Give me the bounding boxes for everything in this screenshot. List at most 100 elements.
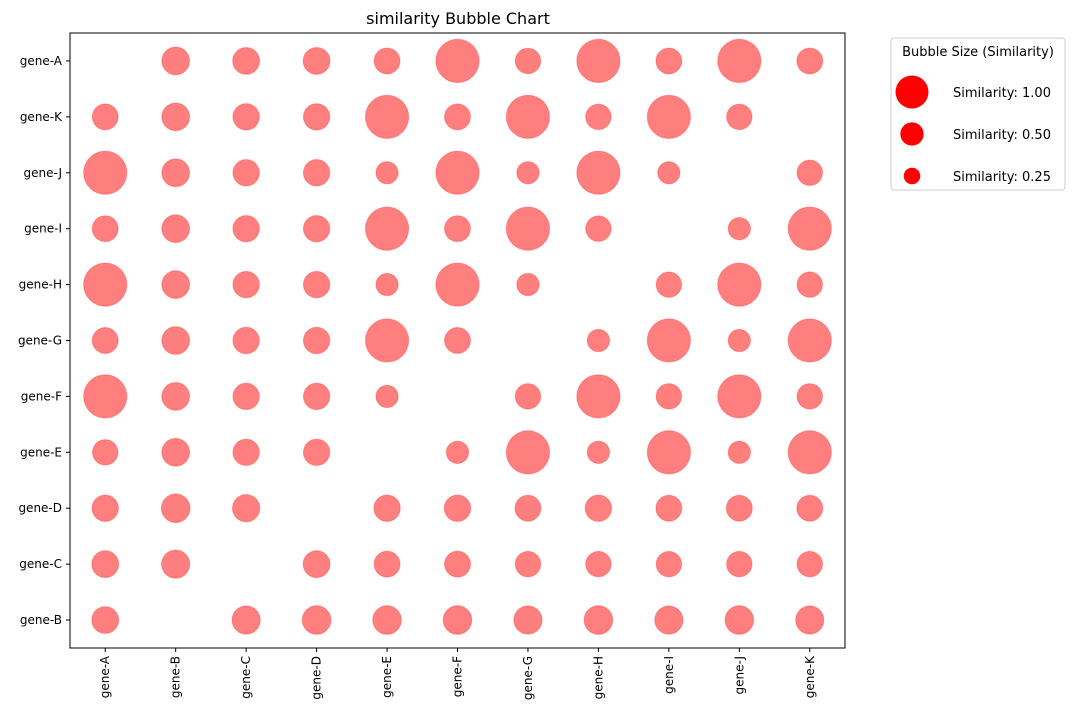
bubble-gene-B-gene-F xyxy=(161,381,191,411)
bubble-gene-I-gene-E xyxy=(646,430,692,475)
legend-frame xyxy=(890,37,1066,191)
bubble-gene-J-gene-E xyxy=(727,440,751,464)
bubble-gene-D-gene-K xyxy=(302,103,331,131)
bubble-gene-E-gene-G xyxy=(364,318,410,363)
bubble-gene-C-gene-G xyxy=(232,326,260,355)
bubble-gene-G-gene-D xyxy=(514,494,542,522)
bubble-gene-E-gene-B xyxy=(372,605,402,635)
bubble-gene-B-gene-E xyxy=(161,437,191,467)
bubble-gene-K-gene-J xyxy=(796,159,824,187)
y-tick-label: gene-E xyxy=(20,445,62,459)
bubble-gene-H-gene-B xyxy=(583,605,614,635)
legend-label: Similarity: 0.50 xyxy=(953,128,1051,143)
bubble-gene-D-gene-E xyxy=(302,438,331,467)
x-tick-label: gene-A xyxy=(98,655,112,698)
bubble-gene-G-gene-F xyxy=(514,383,542,410)
x-axis: gene-A gene-B gene-C gene-D gene-E gene-F gene… xyxy=(98,648,817,700)
y-tick-label: gene-G xyxy=(18,334,62,348)
bubble-gene-B-gene-G xyxy=(161,326,191,355)
legend-entries: Similarity: 1.00 Similarity: 0.50 Similari… xyxy=(895,75,1051,185)
bubble-gene-I-gene-B xyxy=(654,605,684,635)
bubble-gene-C-gene-D xyxy=(231,494,261,523)
bubble-gene-H-gene-J xyxy=(576,150,621,195)
bubble-gene-A-gene-C xyxy=(91,550,120,579)
bubble-gene-A-gene-H xyxy=(83,262,128,307)
bubble-gene-K-gene-I xyxy=(787,206,832,251)
bubble-gene-B-gene-J xyxy=(161,158,191,188)
legend-label: Similarity: 1.00 xyxy=(953,86,1051,101)
bubble-gene-C-gene-E xyxy=(232,438,260,467)
bubble-gene-H-gene-K xyxy=(585,103,612,131)
bubble-gene-F-gene-I xyxy=(444,215,471,243)
x-tick-label: gene-I xyxy=(662,656,676,694)
bubble-gene-J-gene-H xyxy=(717,262,762,307)
bubble-gene-B-gene-D xyxy=(160,493,191,524)
x-tick-label: gene-E xyxy=(380,656,394,698)
bubble-gene-D-gene-C xyxy=(302,550,331,579)
bubble-gene-D-gene-J xyxy=(302,159,331,187)
bubble-gene-F-gene-H xyxy=(435,262,480,307)
bubble-gene-K-gene-D xyxy=(796,494,824,522)
bubble-gene-C-gene-A xyxy=(232,46,261,75)
y-tick-label: gene-J xyxy=(23,166,62,180)
bubble-gene-B-gene-C xyxy=(161,549,191,579)
bubble-gene-D-gene-G xyxy=(302,326,331,355)
bubble-gene-J-gene-A xyxy=(717,38,762,84)
bubble-gene-G-gene-C xyxy=(514,550,542,578)
bubble-gene-B-gene-H xyxy=(161,270,191,300)
bubble-gene-I-gene-K xyxy=(646,94,692,140)
x-tick-label: gene-H xyxy=(591,656,605,699)
x-tick-label: gene-F xyxy=(451,656,465,697)
bubble-gene-E-gene-D xyxy=(373,494,401,522)
bubble-gene-K-gene-H xyxy=(796,271,824,298)
legend-marker xyxy=(895,75,929,109)
bubble-gene-A-gene-J xyxy=(83,150,128,195)
y-tick-label: gene-A xyxy=(20,54,63,68)
legend-title: Bubble Size (Similarity) xyxy=(902,45,1054,60)
bubble-layer xyxy=(83,38,832,635)
bubble-gene-E-gene-A xyxy=(373,47,401,75)
y-tick-label: gene-H xyxy=(19,278,62,292)
bubble-gene-A-gene-E xyxy=(91,439,119,466)
bubble-gene-C-gene-H xyxy=(232,270,260,299)
bubble-gene-I-gene-D xyxy=(655,494,683,522)
bubble-gene-K-gene-G xyxy=(787,318,832,363)
bubble-gene-F-gene-J xyxy=(435,150,480,195)
bubble-gene-D-gene-B xyxy=(301,605,332,635)
bubble-gene-I-gene-F xyxy=(655,383,683,410)
bubble-gene-G-gene-K xyxy=(505,94,551,140)
bubble-gene-A-gene-K xyxy=(91,103,119,131)
bubble-gene-A-gene-F xyxy=(83,374,128,419)
bubble-gene-C-gene-J xyxy=(232,159,260,187)
bubble-gene-K-gene-B xyxy=(795,605,825,635)
chart-title: similarity Bubble Chart xyxy=(366,9,550,28)
bubble-gene-H-gene-E xyxy=(586,440,611,464)
bubble-gene-J-gene-F xyxy=(717,374,762,419)
bubble-gene-G-gene-I xyxy=(505,206,551,251)
bubble-gene-F-gene-G xyxy=(444,327,471,354)
bubble-gene-G-gene-E xyxy=(505,430,551,475)
bubble-gene-C-gene-B xyxy=(231,605,261,635)
bubble-gene-D-gene-I xyxy=(302,214,331,243)
bubble-gene-I-gene-A xyxy=(655,47,683,75)
bubble-gene-I-gene-H xyxy=(655,271,683,298)
bubble-gene-K-gene-A xyxy=(796,47,824,75)
bubble-gene-F-gene-C xyxy=(444,550,471,578)
bubble-gene-K-gene-C xyxy=(796,550,824,578)
bubble-gene-E-gene-F xyxy=(375,384,399,409)
bubble-gene-G-gene-J xyxy=(516,161,540,185)
legend-marker xyxy=(900,122,924,146)
bubble-gene-E-gene-C xyxy=(373,550,401,578)
y-tick-label: gene-C xyxy=(19,557,62,571)
legend: Bubble Size (Similarity) Similarity: 1.0… xyxy=(890,37,1066,191)
bubble-gene-F-gene-K xyxy=(444,103,471,131)
bubble-gene-G-gene-H xyxy=(516,272,540,297)
bubble-gene-K-gene-F xyxy=(796,383,824,410)
x-tick-label: gene-G xyxy=(521,656,535,700)
bubble-gene-J-gene-I xyxy=(727,217,751,241)
bubble-gene-D-gene-H xyxy=(302,270,331,299)
bubble-gene-E-gene-H xyxy=(375,272,399,297)
bubble-gene-D-gene-A xyxy=(302,46,331,75)
bubble-gene-J-gene-D xyxy=(725,494,753,522)
bubble-gene-E-gene-J xyxy=(375,161,399,185)
